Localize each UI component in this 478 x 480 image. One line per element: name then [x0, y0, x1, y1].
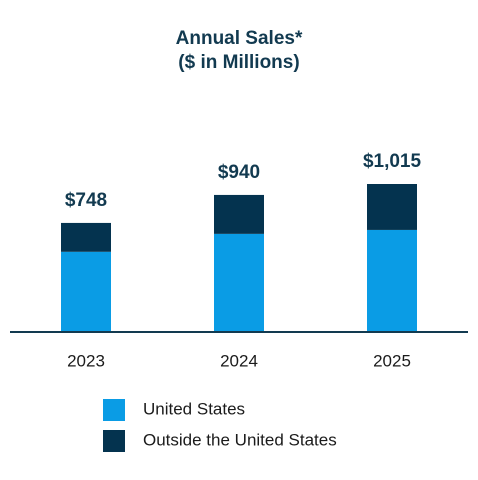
total-label: $940	[218, 162, 260, 183]
legend-label: United States	[143, 399, 245, 418]
total-label: $1,015	[363, 151, 422, 172]
x-tick-label: 2024	[220, 351, 258, 370]
chart-title: Annual Sales*	[176, 28, 303, 49]
bar-segment	[214, 194, 264, 234]
total-label: $748	[65, 190, 107, 211]
legend-label: Outside the United States	[143, 430, 337, 449]
legend-swatch	[103, 430, 125, 452]
x-tick-label: 2023	[67, 351, 105, 370]
chart-subtitle: ($ in Millions)	[178, 52, 299, 73]
bar-segment	[61, 222, 111, 252]
x-tick-label: 2025	[373, 351, 411, 370]
bar-segment	[61, 251, 111, 332]
bar-segment	[367, 229, 417, 332]
bar-segment	[214, 233, 264, 332]
legend-swatch	[103, 399, 125, 421]
bar-segment	[367, 184, 417, 230]
